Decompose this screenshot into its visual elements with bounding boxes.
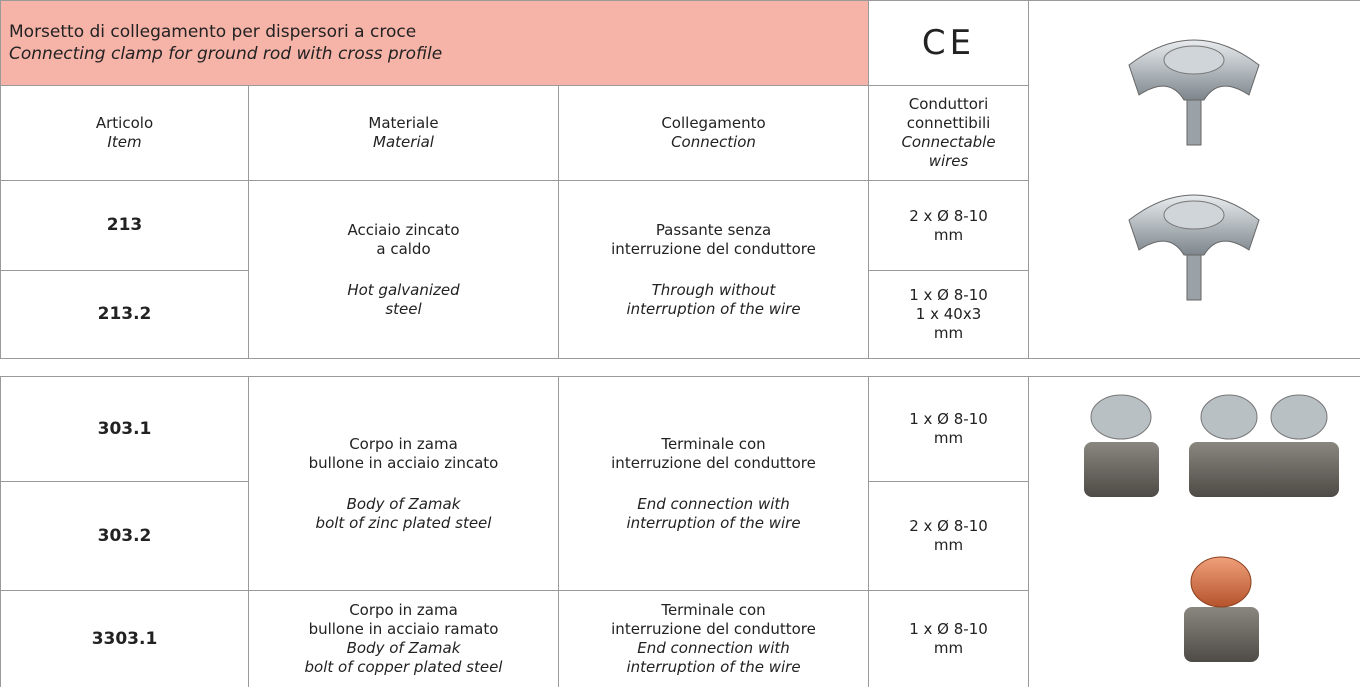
text: Acciaio zincato [347,220,460,239]
mark-cell: CE [868,0,1030,86]
image-cell [1028,0,1360,359]
text: Hot galvanized [347,280,460,299]
subtitle: Connecting clamp for ground rod with cro… [9,44,443,64]
text: End connection with [637,494,790,513]
item-code: 303.2 [97,525,152,546]
text: mm [933,536,964,554]
text: interruption of the wire [626,513,801,532]
image-cell [1028,376,1360,687]
text: steel [385,299,422,318]
text: mm [933,225,964,244]
wires-cell: 1 x Ø 8-10 1 x 40x3 mm [868,270,1030,359]
text: Through without [651,280,776,299]
text: Body of Zamak [346,639,461,657]
text: interruzione del conduttore [611,620,816,638]
text: bolt of copper plated steel [304,658,503,676]
text: wires [928,152,969,170]
table-row: 213 Acciaio zincato a caldo Hot galvanized s… [0,180,1360,359]
text: 1 x 40x3 [915,305,982,323]
text: Connectable [901,133,996,151]
wires-cell: 2 x Ø 8-10 mm [868,180,1030,271]
text: bullone in acciaio zincato [308,453,499,472]
text: interruzione del conduttore [611,453,816,472]
connection-cell: Passante senza interruzione del conduttor… [557,180,870,359]
text: a caldo [376,239,431,258]
connection-cell: Terminale con interruzione del conduttore… [557,376,870,591]
column-header: Conduttori connettibili Connectable wires [868,85,1030,181]
table-row: 3303.1 Corpo in zama bullone in acciaio ra… [0,590,1360,687]
ce-mark: CE [921,22,976,63]
table-row: 303.1 Corpo in zama bullone in acciaio zin… [0,376,1360,687]
table-row [0,358,1360,377]
text: Connection [671,133,756,151]
item-code: 303.1 [97,418,152,439]
text: 2 x Ø 8-10 [909,206,988,225]
product-image [1128,39,1260,300]
text: Materiale [368,114,439,132]
product-image [1084,394,1340,662]
connection-cell: Terminale con interruzione del conduttore… [557,590,870,687]
text: bolt of zinc plated steel [315,513,492,532]
column-header: Collegamento Connection [557,85,870,181]
spacer [0,358,1360,377]
column-header: Materiale Material [248,85,559,181]
text: mm [933,639,964,657]
text: 1 x Ø 8-10 [909,620,988,638]
text: interruzione del conduttore [611,239,816,258]
wires-cell: 2 x Ø 8-10 mm [868,481,1030,591]
text: Conduttori [908,95,989,113]
item-cell: 3303.1 [0,590,249,687]
table-row: 303.2 2 x Ø 8-10 mm [0,481,1360,591]
text: Collegamento [661,114,766,132]
text: 1 x Ø 8-10 [909,410,988,428]
material-cell: Corpo in zama bullone in acciaio zincato B… [248,376,559,591]
text: connettibili [906,114,991,132]
text: bullone in acciaio ramato [308,620,499,638]
item-code: 213.2 [97,304,152,324]
table-row: 213.2 1 x Ø 8-10 1 x 40x3 mm [0,270,1360,359]
item-code: 213 [106,215,143,235]
spacer [560,473,868,495]
item-cell: 213 [0,180,249,271]
spacer [250,259,558,281]
text: Articolo [95,114,154,132]
text: Terminale con [661,434,766,453]
spacer [250,473,558,495]
text: Body of Zamak [346,494,461,513]
wires-cell: 1 x Ø 8-10 mm [868,590,1030,687]
text: End connection with [637,639,790,657]
spacer [560,259,868,281]
item-cell: 303.1 [0,376,249,482]
column-header: Articolo Item [0,85,249,181]
item-cell: 303.2 [0,481,249,591]
text: mm [933,429,964,447]
text: mm [933,324,964,342]
text: 2 x Ø 8-10 [909,517,988,535]
text: Terminale con [661,601,766,619]
material-cell: Corpo in zama bullone in acciaio ramato Bo… [248,590,559,687]
text: Material [373,133,434,151]
text: interruption of the wire [626,299,801,318]
material-cell: Acciaio zincato a caldo Hot galvanized stee… [248,180,559,359]
wires-cell: 1 x Ø 8-10 mm [868,376,1030,482]
item-cell: 213.2 [0,270,249,359]
text: 1 x Ø 8-10 [909,286,988,304]
title: Morsetto di collegamento per dispersori … [9,22,417,42]
text: Passante senza [655,220,772,239]
text: Corpo in zama [349,601,458,619]
text: Corpo in zama [349,434,458,453]
text: Item [107,133,142,151]
item-code: 3303.1 [91,628,158,649]
table-row: Articolo Item Materiale Material Collegament… [0,85,1360,181]
title-cell: Morsetto di collegamento per dispersori … [0,0,870,86]
text: interruption of the wire [626,658,801,676]
table-row: Morsetto di collegamento per dispersori … [0,0,1360,359]
